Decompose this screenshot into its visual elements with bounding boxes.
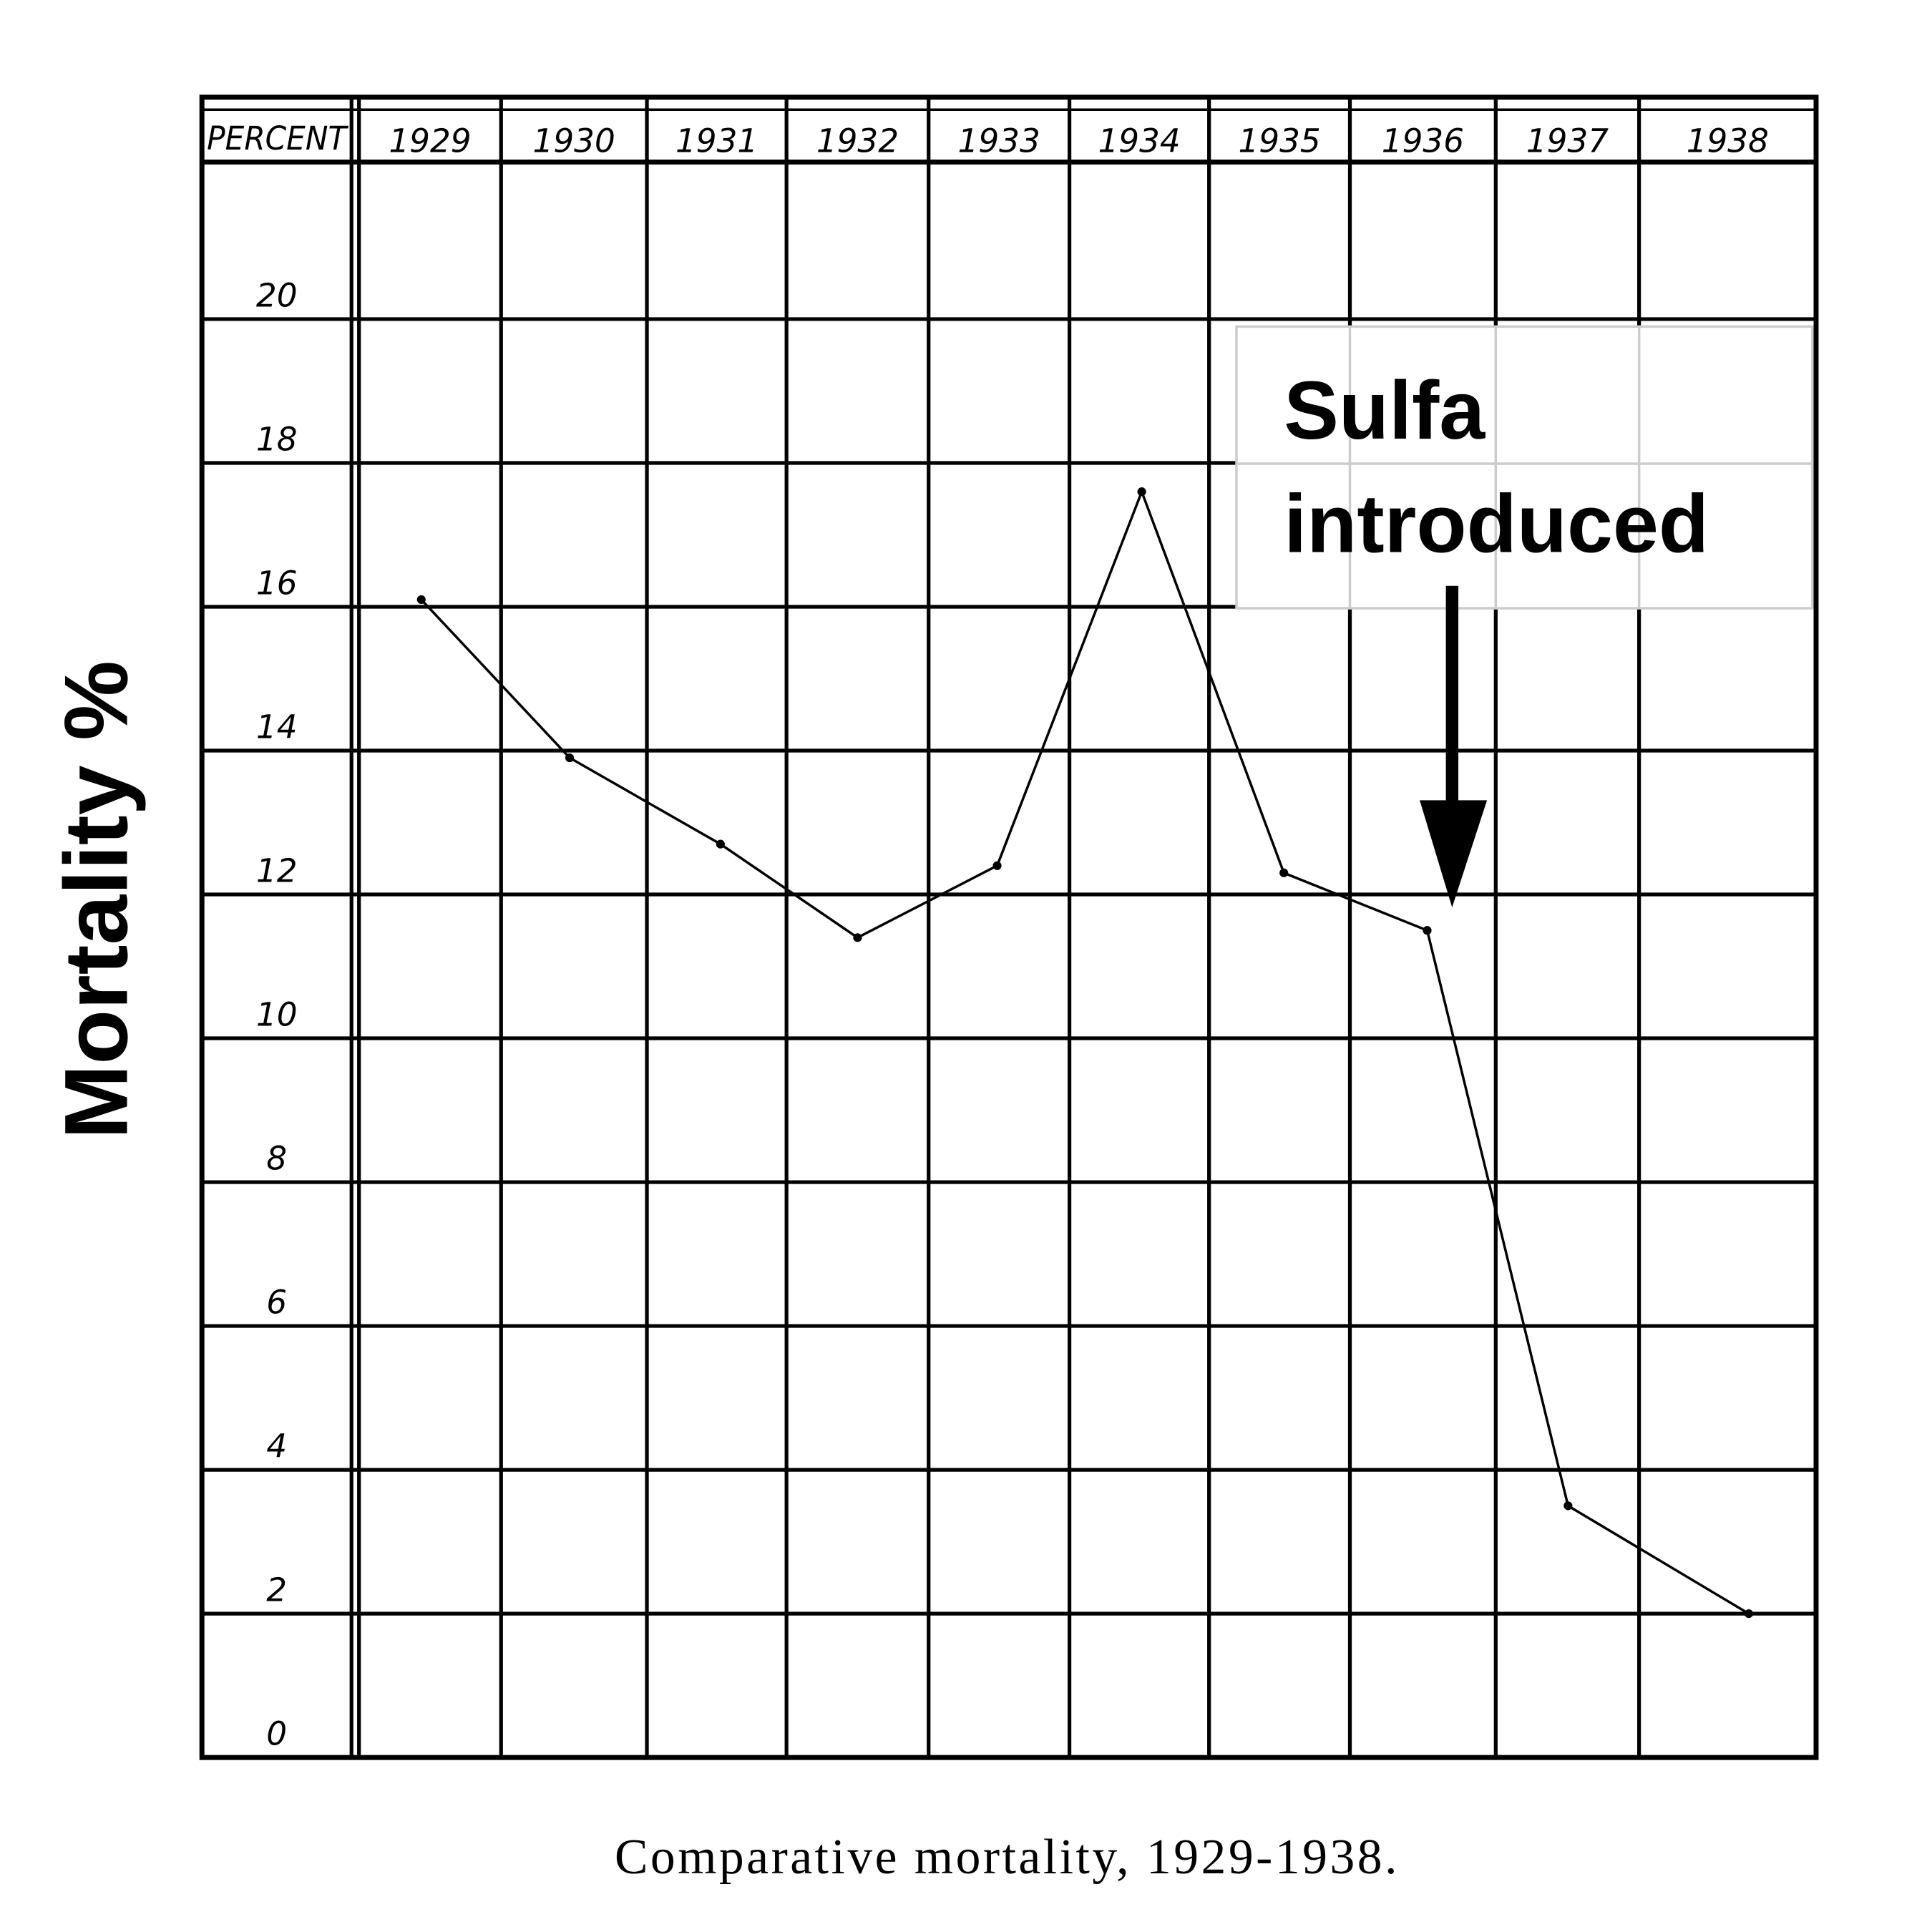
y-tick-label: 14 (256, 708, 298, 746)
y-tick-label: 4 (266, 1428, 287, 1465)
y-tick-label: 12 (256, 852, 298, 890)
data-point (1137, 487, 1146, 497)
series-line (416, 487, 1754, 1619)
x-tick-label: 1935 (1238, 122, 1320, 160)
series-line-path (420, 488, 1750, 1615)
data-point (853, 933, 862, 942)
y-tick-label: 18 (256, 421, 298, 459)
data-point (1279, 868, 1289, 877)
y-tick-label: 2 (266, 1571, 287, 1609)
x-tick-label: 1937 (1526, 122, 1609, 160)
annotation-background (1235, 325, 1814, 610)
y-tick-label: 0 (266, 1715, 287, 1753)
y-tick-label: 16 (256, 565, 298, 602)
x-tick-label: 1936 (1382, 122, 1464, 160)
data-point (716, 839, 725, 849)
y-tick-label: 6 (266, 1284, 287, 1322)
data-point (1744, 1609, 1754, 1619)
figure-caption: Comparative mortality, 1929-1938. (615, 1830, 1400, 1885)
x-tick-label: 1934 (1098, 122, 1181, 160)
x-tick-label: 1938 (1687, 122, 1769, 160)
x-tick-label: 1931 (675, 122, 758, 160)
x-tick-label: 1930 (533, 122, 615, 160)
x-tick-label: 1929 (389, 122, 471, 160)
x-tick-label: 1933 (958, 122, 1040, 160)
annotation-line2: introduced (1284, 479, 1709, 570)
y-axis-title: Mortality % (46, 660, 147, 1139)
data-point (565, 753, 575, 763)
annotation: Sulfa introduced (1235, 325, 1814, 908)
data-point (992, 861, 1002, 870)
annotation-arrow-head (1420, 800, 1488, 908)
annotation-line1: Sulfa (1284, 365, 1485, 457)
data-point (416, 595, 426, 605)
x-axis-labels: 1929 1930 1931 1932 1933 1934 1935 1936 1937 1938 (389, 122, 1769, 160)
y-tick-label: 10 (256, 996, 298, 1034)
y-tick-label: 8 (266, 1140, 287, 1178)
y-tick-label: 20 (256, 277, 298, 315)
corner-label-percent: PERCENT (207, 119, 348, 157)
data-point (1423, 926, 1432, 935)
plot-border (199, 94, 1819, 1760)
data-point (1563, 1501, 1573, 1511)
x-tick-label: 1932 (816, 122, 899, 160)
